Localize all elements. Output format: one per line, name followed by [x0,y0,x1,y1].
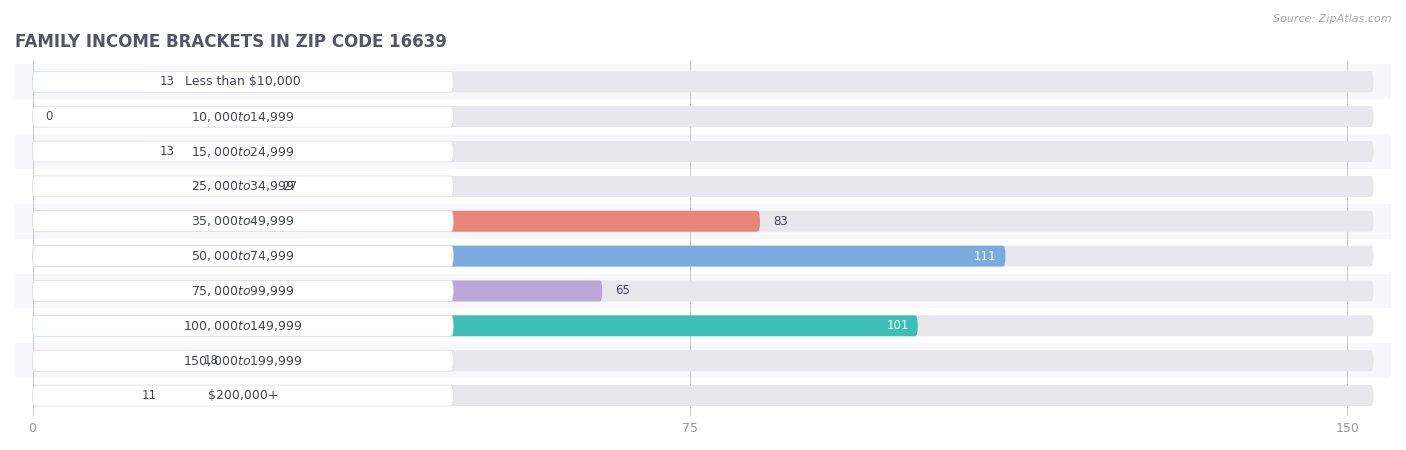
FancyBboxPatch shape [32,246,453,266]
FancyBboxPatch shape [32,176,453,197]
Bar [15,343,1391,378]
Text: 83: 83 [773,215,787,228]
Text: $15,000 to $24,999: $15,000 to $24,999 [191,144,295,158]
FancyBboxPatch shape [32,350,453,371]
FancyBboxPatch shape [32,141,453,162]
Text: 101: 101 [887,320,908,332]
Text: $200,000+: $200,000+ [208,389,278,402]
Bar [15,169,1391,204]
Text: $75,000 to $99,999: $75,000 to $99,999 [191,284,295,298]
FancyBboxPatch shape [32,176,1374,197]
Text: $10,000 to $14,999: $10,000 to $14,999 [191,110,295,124]
Bar [15,134,1391,169]
Text: 18: 18 [204,354,218,367]
FancyBboxPatch shape [32,211,453,232]
FancyBboxPatch shape [32,72,453,92]
FancyBboxPatch shape [32,385,453,406]
Text: $100,000 to $149,999: $100,000 to $149,999 [183,319,302,333]
FancyBboxPatch shape [32,72,146,92]
Text: 0: 0 [45,110,53,123]
FancyBboxPatch shape [32,385,1374,406]
Text: $50,000 to $74,999: $50,000 to $74,999 [191,249,295,263]
FancyBboxPatch shape [32,106,1374,127]
Text: $150,000 to $199,999: $150,000 to $199,999 [183,354,302,368]
FancyBboxPatch shape [32,176,269,197]
Text: Source: ZipAtlas.com: Source: ZipAtlas.com [1274,14,1392,23]
FancyBboxPatch shape [32,385,129,406]
FancyBboxPatch shape [32,280,453,302]
FancyBboxPatch shape [32,315,1374,336]
Text: 13: 13 [160,145,174,158]
Text: FAMILY INCOME BRACKETS IN ZIP CODE 16639: FAMILY INCOME BRACKETS IN ZIP CODE 16639 [15,33,447,51]
FancyBboxPatch shape [32,106,45,127]
FancyBboxPatch shape [32,211,1374,232]
Text: $25,000 to $34,999: $25,000 to $34,999 [191,180,295,194]
Text: 27: 27 [283,180,297,193]
Text: 11: 11 [142,389,157,402]
FancyBboxPatch shape [32,350,190,371]
Text: Less than $10,000: Less than $10,000 [186,75,301,88]
FancyBboxPatch shape [32,315,453,336]
Bar [15,204,1391,238]
FancyBboxPatch shape [32,211,761,232]
FancyBboxPatch shape [32,141,146,162]
Bar [15,64,1391,99]
Bar [15,378,1391,413]
FancyBboxPatch shape [32,106,453,127]
FancyBboxPatch shape [32,141,1374,162]
Text: $35,000 to $49,999: $35,000 to $49,999 [191,214,295,228]
FancyBboxPatch shape [32,246,1005,266]
Bar [15,238,1391,274]
Text: 65: 65 [616,284,630,297]
FancyBboxPatch shape [32,246,1374,266]
FancyBboxPatch shape [32,280,602,302]
FancyBboxPatch shape [32,315,918,336]
Bar [15,308,1391,343]
Text: 13: 13 [160,75,174,88]
Bar [15,274,1391,308]
Bar [15,99,1391,134]
FancyBboxPatch shape [32,280,1374,302]
FancyBboxPatch shape [32,72,1374,92]
Text: 111: 111 [974,250,997,263]
FancyBboxPatch shape [32,350,1374,371]
